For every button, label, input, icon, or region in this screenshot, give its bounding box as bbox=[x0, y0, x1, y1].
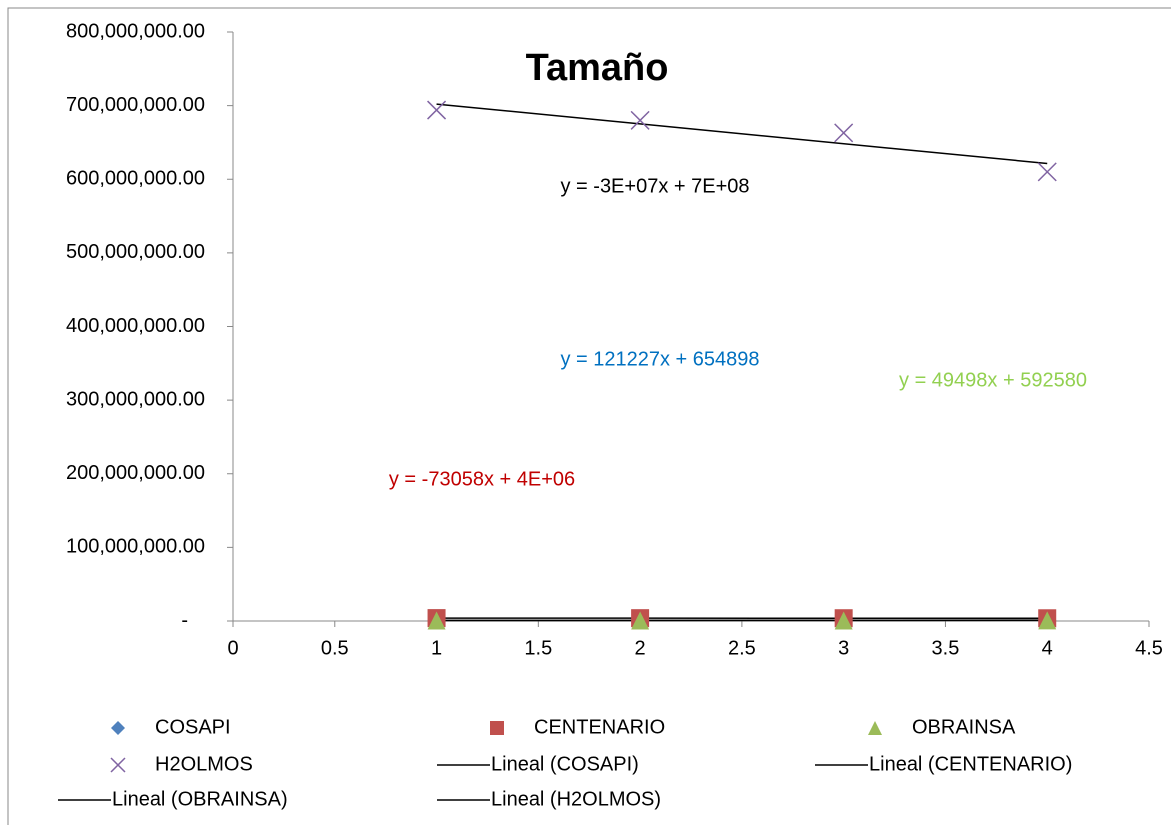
trendline-equation: y = 49498x + 592580 bbox=[899, 369, 1087, 391]
trendline-equation: y = -3E+07x + 7E+08 bbox=[560, 175, 749, 197]
legend-label: Lineal (CENTENARIO) bbox=[869, 753, 1072, 775]
y-tick-label: 100,000,000.00 bbox=[66, 536, 205, 558]
legend-label: COSAPI bbox=[155, 716, 231, 738]
y-tick-label: 200,000,000.00 bbox=[66, 462, 205, 484]
x-tick-label: 3 bbox=[838, 637, 849, 659]
y-tick-label: - bbox=[181, 609, 188, 631]
y-tick-label: 300,000,000.00 bbox=[66, 388, 205, 410]
y-tick-label: 800,000,000.00 bbox=[66, 20, 205, 42]
x-tick-label: 1 bbox=[431, 637, 442, 659]
legend-label: Lineal (OBRAINSA) bbox=[112, 788, 288, 810]
chart-border bbox=[8, 8, 1171, 825]
x-tick-label: 4 bbox=[1042, 637, 1053, 659]
y-tick-label: 500,000,000.00 bbox=[66, 241, 205, 263]
trendline-equation: y = 121227x + 654898 bbox=[560, 348, 759, 370]
x-tick-label: 1.5 bbox=[524, 637, 552, 659]
legend-label: OBRAINSA bbox=[912, 716, 1016, 738]
x-tick-label: 2.5 bbox=[728, 637, 756, 659]
x-tick-label: 2 bbox=[635, 637, 646, 659]
x-tick-label: 0 bbox=[227, 637, 238, 659]
y-tick-label: 700,000,000.00 bbox=[66, 94, 205, 116]
legend-label: CENTENARIO bbox=[534, 716, 665, 738]
y-tick-label: 600,000,000.00 bbox=[66, 168, 205, 190]
trendline-equation: y = -73058x + 4E+06 bbox=[389, 468, 575, 490]
x-tick-label: 3.5 bbox=[932, 637, 960, 659]
y-tick-label: 400,000,000.00 bbox=[66, 315, 205, 337]
legend-marker bbox=[490, 721, 504, 735]
chart-title: Tamaño bbox=[526, 47, 669, 89]
x-tick-label: 0.5 bbox=[321, 637, 349, 659]
legend-label: Lineal (H2OLMOS) bbox=[491, 788, 661, 810]
legend-label: H2OLMOS bbox=[155, 753, 253, 775]
x-tick-label: 4.5 bbox=[1135, 637, 1163, 659]
legend-label: Lineal (COSAPI) bbox=[491, 753, 639, 775]
